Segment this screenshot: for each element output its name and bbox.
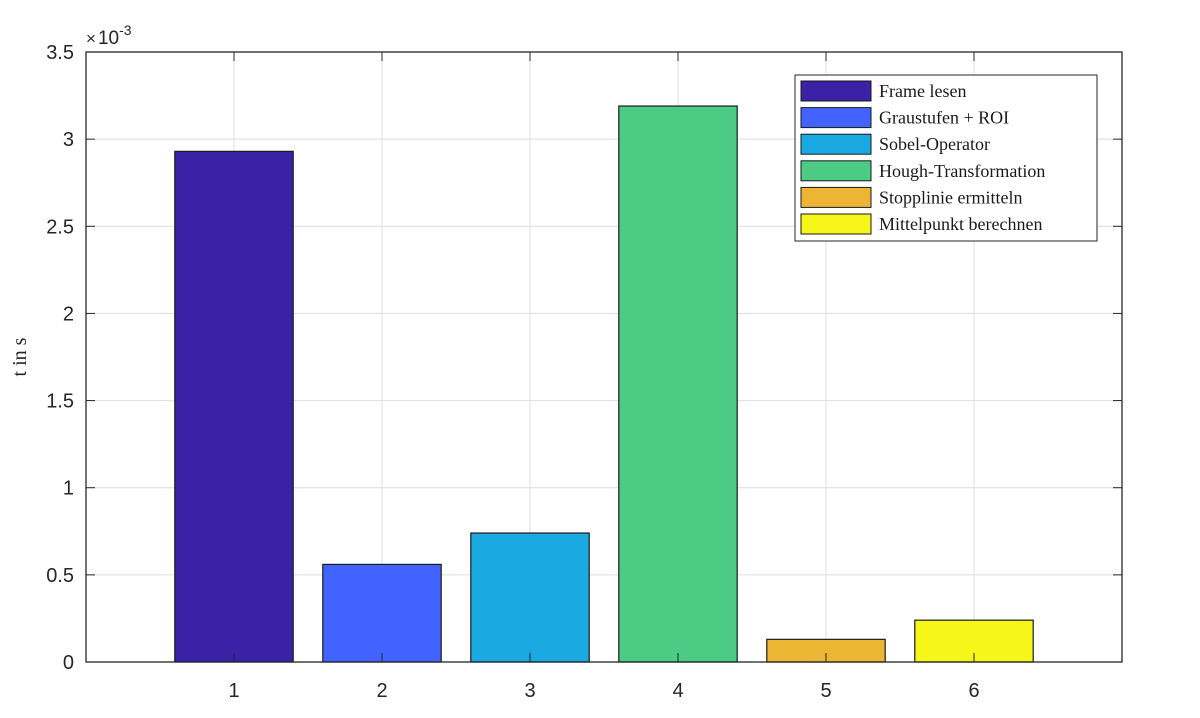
x-tick-label: 2	[376, 680, 387, 702]
y-tick-label: 3	[63, 129, 74, 151]
legend-label: Sobel-Operator	[879, 134, 990, 154]
bar	[322, 563, 442, 663]
bar	[174, 150, 294, 663]
legend-label: Frame lesen	[879, 81, 966, 101]
x-tick-label: 1	[228, 680, 239, 702]
y-tick-labels: 0 0.5 1 1.5 2 2.5 3 3.5	[46, 42, 74, 674]
legend-swatch	[800, 186, 872, 208]
legend-label: Mittelpunkt berechnen	[879, 214, 1042, 234]
legend: Frame lesen Graustufen + ROI Sobel-Operato…	[794, 74, 1098, 242]
legend-label: Hough-Transformation	[879, 161, 1045, 181]
x-tick-label: 3	[524, 680, 535, 702]
plot-frame	[85, 51, 1123, 663]
y-tick-label: 3.5	[46, 42, 74, 64]
y-tick-label: 1	[63, 478, 74, 500]
bar	[470, 532, 590, 663]
x-tick-label: 5	[820, 680, 831, 702]
legend-swatch	[800, 107, 872, 129]
legend-swatch	[800, 213, 872, 235]
legend-box	[794, 74, 1098, 242]
y-tick-label: 2	[63, 303, 74, 325]
y-tick-label: 1.5	[46, 391, 74, 413]
legend-swatch	[800, 133, 872, 155]
bars	[174, 105, 1034, 663]
y-multiplier: × 10-3	[86, 22, 132, 49]
x-tick-label: 4	[672, 680, 683, 702]
y-axis-label: t in s	[9, 337, 31, 376]
x-tick-label: 6	[968, 680, 979, 702]
legend-swatch	[800, 160, 872, 182]
y-tick-label: 0.5	[46, 565, 74, 587]
y-tick-label: 2.5	[46, 216, 74, 238]
y-tick-label: 0	[63, 652, 74, 674]
legend-label: Stopplinie ermitteln	[879, 187, 1022, 207]
axis-ticks	[86, 51, 1122, 663]
legend-swatch	[800, 80, 872, 102]
legend-label: Graustufen + ROI	[879, 108, 1009, 128]
bar	[618, 105, 738, 663]
x-tick-labels: 1 2 3 4 5 6	[228, 680, 979, 702]
